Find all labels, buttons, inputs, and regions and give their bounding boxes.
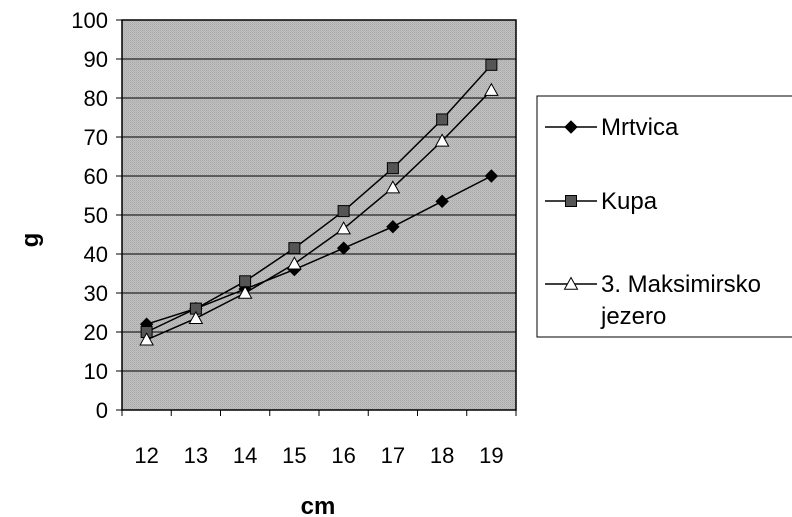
- data-point: [436, 113, 449, 126]
- x-axis-ticks: 12 13 14 15 16 17 18 19: [121, 410, 517, 468]
- data-point: [239, 275, 252, 288]
- data-point: [188, 310, 204, 325]
- data-point: [386, 219, 400, 234]
- x-axis-title: cm: [301, 493, 336, 517]
- data-point: [385, 180, 401, 194]
- data-point: [386, 162, 399, 175]
- y-tick-label: 10: [84, 359, 108, 384]
- series-line: [146, 175, 492, 325]
- y-tick-label: 0: [96, 398, 108, 423]
- y-tick-label: 40: [84, 242, 108, 267]
- series-1: [140, 58, 498, 338]
- x-tick-label: 19: [479, 443, 503, 468]
- y-axis-title: g: [17, 233, 44, 248]
- legend-item: Mrtvica: [545, 114, 679, 141]
- legend-label: Mrtvica: [601, 114, 679, 141]
- gridlines: [122, 58, 516, 372]
- legend-marker: [563, 276, 579, 290]
- data-point: [237, 285, 253, 299]
- series-2: [139, 82, 499, 346]
- data-point: [336, 221, 351, 235]
- data-point: [434, 133, 450, 147]
- x-tick-label: 18: [430, 443, 454, 468]
- legend-marker: [564, 120, 578, 134]
- data-point: [288, 242, 301, 255]
- x-tick-label: 17: [381, 443, 405, 468]
- y-tick-label: 80: [84, 86, 108, 111]
- legend: Mrtvica Kupa 3. Maksimirsko jezero: [536, 95, 792, 338]
- series-line: [146, 64, 492, 333]
- y-tick-label: 50: [84, 203, 108, 228]
- data-point: [139, 332, 154, 346]
- data-point: [484, 82, 499, 96]
- series-layer: [139, 58, 499, 346]
- x-tick-label: 14: [233, 443, 257, 468]
- x-tick-label: 16: [331, 443, 355, 468]
- y-tick-label: 70: [84, 125, 108, 150]
- y-tick-label: 30: [84, 281, 108, 306]
- legend-marker: [565, 195, 577, 207]
- x-tick-label: 12: [134, 443, 158, 468]
- series-line: [146, 89, 492, 341]
- y-tick-label: 20: [84, 320, 108, 345]
- legend-box: [536, 95, 792, 338]
- y-tick-label: 100: [71, 8, 108, 33]
- x-tick-label: 15: [282, 443, 306, 468]
- legend-label: 3. Maksimirsko: [601, 271, 761, 298]
- data-point: [485, 58, 498, 71]
- legend-item: Kupa: [545, 188, 658, 215]
- legend-item: 3. Maksimirsko jezero: [545, 271, 761, 330]
- data-point: [336, 241, 351, 255]
- data-point: [435, 194, 449, 209]
- data-point: [484, 169, 499, 183]
- y-tick-label: 90: [84, 47, 108, 72]
- y-axis-ticks: 0 10 20 30 40 50 60 70 80 90 100: [71, 8, 122, 423]
- x-tick-label: 13: [184, 443, 208, 468]
- y-tick-label: 60: [84, 164, 108, 189]
- data-point: [287, 256, 302, 270]
- legend-label: jezero: [600, 303, 666, 330]
- data-point: [337, 205, 350, 218]
- legend-label: Kupa: [601, 188, 658, 215]
